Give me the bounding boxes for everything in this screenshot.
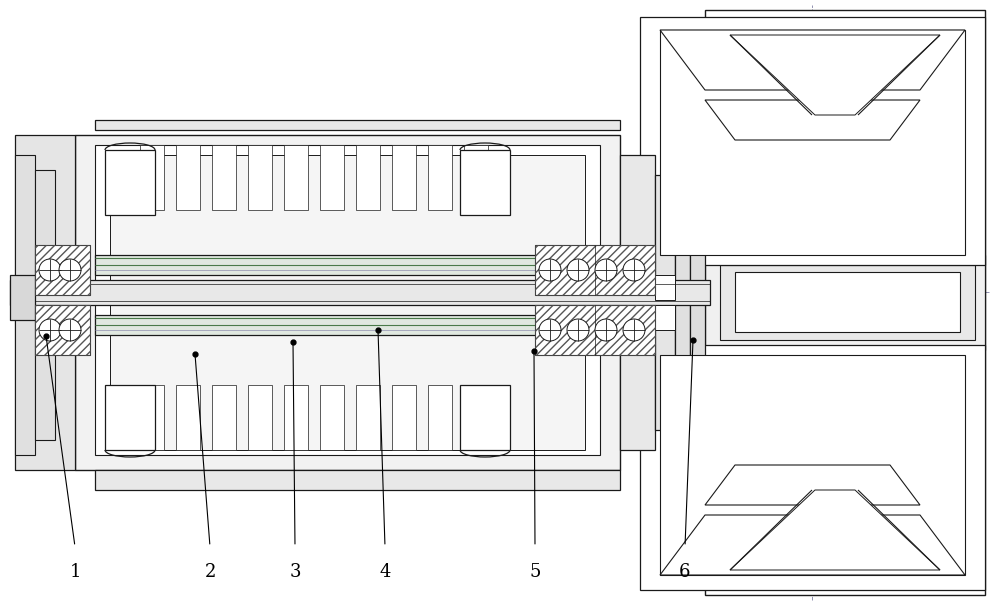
Bar bbox=[284, 145, 308, 210]
Text: 6: 6 bbox=[679, 563, 691, 581]
Text: 3: 3 bbox=[289, 563, 301, 581]
Bar bbox=[95, 145, 600, 455]
Circle shape bbox=[539, 259, 561, 281]
Bar bbox=[705, 10, 985, 595]
Bar bbox=[75, 135, 620, 470]
Bar bbox=[248, 385, 272, 450]
Text: 1: 1 bbox=[69, 563, 81, 581]
Bar bbox=[356, 145, 380, 210]
Bar bbox=[35, 305, 90, 355]
Circle shape bbox=[567, 319, 589, 341]
Circle shape bbox=[623, 259, 645, 281]
Polygon shape bbox=[705, 100, 920, 140]
Bar bbox=[720, 265, 975, 340]
Bar bbox=[35, 305, 90, 355]
Polygon shape bbox=[660, 355, 965, 575]
Polygon shape bbox=[660, 30, 965, 255]
Circle shape bbox=[39, 259, 61, 281]
Bar bbox=[620, 155, 655, 450]
Bar bbox=[655, 305, 675, 330]
Bar bbox=[55, 265, 75, 345]
Bar bbox=[95, 255, 600, 275]
Bar bbox=[95, 120, 620, 130]
Bar bbox=[140, 385, 164, 450]
Bar bbox=[105, 150, 155, 215]
Bar bbox=[535, 305, 655, 355]
Bar bbox=[535, 245, 655, 295]
Bar bbox=[15, 155, 35, 455]
Polygon shape bbox=[730, 35, 940, 115]
Bar bbox=[212, 385, 236, 450]
Bar bbox=[705, 255, 985, 350]
Bar bbox=[105, 385, 155, 450]
Bar bbox=[535, 245, 655, 295]
Bar bbox=[284, 385, 308, 450]
Bar bbox=[428, 145, 452, 210]
Bar bbox=[392, 145, 416, 210]
Circle shape bbox=[59, 259, 81, 281]
Circle shape bbox=[39, 319, 61, 341]
Bar bbox=[690, 225, 705, 380]
Polygon shape bbox=[660, 515, 965, 575]
Bar bbox=[460, 150, 510, 215]
Polygon shape bbox=[730, 490, 940, 570]
Bar bbox=[140, 145, 164, 210]
Bar bbox=[655, 175, 675, 430]
Bar bbox=[356, 385, 380, 450]
Bar bbox=[176, 145, 200, 210]
Bar bbox=[248, 145, 272, 210]
Bar bbox=[110, 155, 585, 450]
Circle shape bbox=[595, 259, 617, 281]
Bar bbox=[655, 275, 675, 300]
Circle shape bbox=[567, 259, 589, 281]
Polygon shape bbox=[660, 30, 965, 90]
Text: 4: 4 bbox=[379, 563, 391, 581]
Circle shape bbox=[59, 319, 81, 341]
Circle shape bbox=[595, 319, 617, 341]
Text: 2: 2 bbox=[204, 563, 216, 581]
Bar bbox=[212, 145, 236, 210]
Bar bbox=[15, 135, 75, 470]
Bar bbox=[320, 145, 344, 210]
Bar bbox=[460, 385, 510, 450]
Polygon shape bbox=[640, 345, 985, 590]
Text: 5: 5 bbox=[529, 563, 541, 581]
Bar bbox=[428, 385, 452, 450]
Bar bbox=[464, 145, 488, 210]
Bar bbox=[10, 280, 710, 305]
Bar bbox=[320, 385, 344, 450]
Bar bbox=[735, 272, 960, 332]
Bar bbox=[464, 385, 488, 450]
Polygon shape bbox=[705, 465, 920, 505]
Bar bbox=[35, 245, 90, 295]
Bar bbox=[35, 245, 90, 295]
Bar bbox=[176, 385, 200, 450]
Bar bbox=[95, 315, 600, 335]
Circle shape bbox=[539, 319, 561, 341]
Bar bbox=[95, 470, 620, 490]
Bar bbox=[535, 305, 655, 355]
Bar bbox=[35, 170, 55, 440]
Bar bbox=[675, 205, 690, 400]
Circle shape bbox=[623, 319, 645, 341]
Bar bbox=[392, 385, 416, 450]
Polygon shape bbox=[640, 17, 985, 265]
Bar bbox=[10, 275, 35, 320]
